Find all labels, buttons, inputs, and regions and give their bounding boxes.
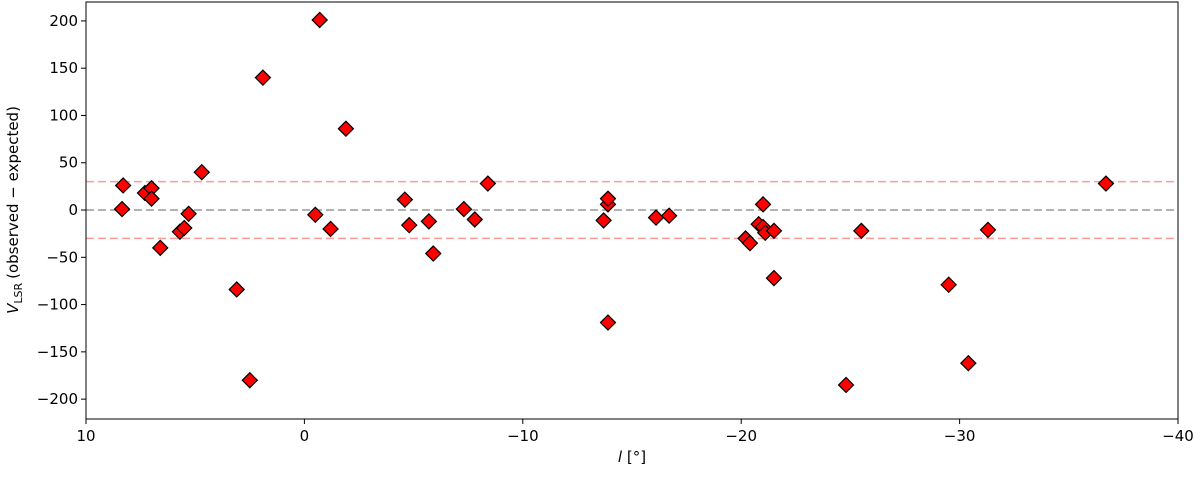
x-tick-label: −20: [725, 427, 757, 445]
y-tick-label: −200: [37, 390, 78, 408]
data-point: [466, 211, 484, 228]
data-point: [151, 239, 169, 257]
data-point: [754, 196, 772, 213]
data-point: [647, 209, 665, 226]
data-point: [599, 314, 617, 331]
y-tick-label: 0: [68, 201, 78, 219]
x-axis-label: l [°]: [618, 448, 646, 466]
data-point: [241, 371, 259, 389]
y-label-symbol: V: [4, 302, 22, 314]
data-point: [599, 190, 617, 208]
data-point: [193, 163, 211, 181]
y-label-text: (observed − expected): [4, 106, 22, 279]
data-point: [400, 216, 418, 234]
data-point: [959, 354, 977, 372]
data-point: [306, 206, 324, 224]
data-point: [175, 219, 193, 237]
data-point: [114, 177, 132, 194]
data-point: [595, 212, 612, 229]
data-point: [396, 191, 414, 208]
data-point: [837, 376, 855, 394]
data-point: [322, 220, 339, 238]
y-label-subscript: LSR: [12, 283, 25, 304]
data-point: [765, 222, 783, 240]
data-point: [180, 205, 197, 223]
data-point: [479, 175, 497, 192]
data-point: [741, 234, 759, 252]
data-point: [424, 245, 442, 262]
data-point: [940, 276, 958, 294]
x-tick-label: −10: [507, 427, 539, 445]
y-tick-label: 100: [49, 106, 78, 124]
y-tick-label: −150: [37, 343, 78, 361]
y-axis-label: VLSR (observed − expected): [4, 106, 25, 314]
y-tick-label: −100: [37, 296, 78, 314]
data-point: [765, 269, 783, 287]
data-point: [254, 69, 272, 86]
data-point: [1097, 175, 1115, 192]
x-label-symbol: l: [618, 448, 623, 466]
data-point: [660, 207, 678, 225]
data-point: [455, 200, 473, 218]
y-tick-label: 50: [59, 154, 78, 172]
x-tick-label: 0: [300, 427, 310, 445]
y-tick-label: 200: [49, 12, 78, 30]
x-tick-label: −40: [1162, 427, 1194, 445]
y-tick-label: 150: [49, 59, 78, 77]
x-label-unit: [°]: [627, 448, 646, 466]
data-point: [113, 200, 131, 218]
data-point: [228, 281, 246, 298]
data-point: [143, 190, 160, 208]
data-point: [852, 222, 870, 240]
data-point: [311, 11, 329, 29]
plot-frame: [85, 1, 1179, 420]
x-tick-label: 10: [76, 427, 95, 445]
data-point: [979, 221, 997, 239]
x-tick-label: −30: [944, 427, 976, 445]
data-point: [337, 120, 355, 138]
data-point: [420, 213, 438, 230]
y-tick-label: −50: [46, 248, 78, 266]
